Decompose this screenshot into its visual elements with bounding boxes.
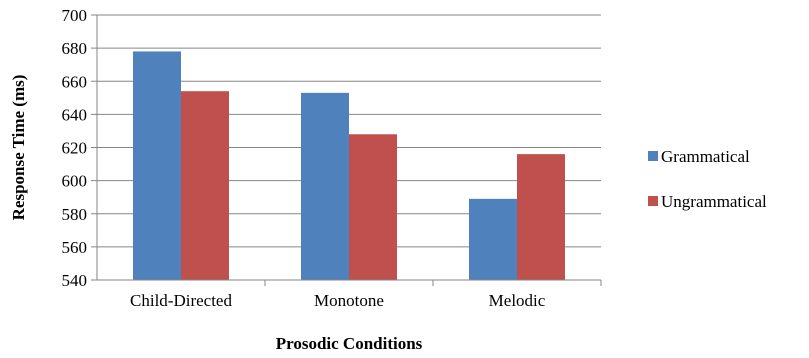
y-tick-label: 700 xyxy=(62,6,88,25)
y-tick-labels: 540 560 580 600 620 640 660 680 700 xyxy=(62,6,88,290)
y-tick-label: 560 xyxy=(62,238,88,257)
axes xyxy=(96,15,602,286)
bar-ungrammatical-monotone xyxy=(349,134,397,280)
y-tick-label: 680 xyxy=(62,39,88,58)
bar-ungrammatical-child-directed xyxy=(181,91,229,280)
y-tick-label: 600 xyxy=(62,172,88,191)
x-tick-label: Melodic xyxy=(489,291,546,310)
x-tick-label: Monotone xyxy=(314,291,384,310)
x-tick-labels: Child-Directed Monotone Melodic xyxy=(130,291,546,310)
y-tick-label: 640 xyxy=(62,105,88,124)
bars xyxy=(133,51,565,280)
bar-grammatical-monotone xyxy=(301,92,349,280)
legend-label-grammatical: Grammatical xyxy=(661,147,750,166)
y-tick-label: 580 xyxy=(62,205,88,224)
y-axis-title: Response Time (ms) xyxy=(9,75,28,221)
bar-grammatical-child-directed xyxy=(133,51,181,280)
legend-label-ungrammatical: Ungrammatical xyxy=(661,192,767,211)
y-tick-label: 620 xyxy=(62,139,88,158)
bar-grammatical-melodic xyxy=(469,198,517,280)
bar-ungrammatical-melodic xyxy=(517,154,565,280)
x-tick-label: Child-Directed xyxy=(130,291,232,310)
legend-swatch-ungrammatical xyxy=(648,196,658,206)
x-axis-title: Prosodic Conditions xyxy=(276,334,423,353)
legend: Grammatical Ungrammatical xyxy=(648,147,767,211)
y-tick-label: 660 xyxy=(62,72,88,91)
legend-swatch-grammatical xyxy=(648,151,658,161)
y-tick-label: 540 xyxy=(62,271,88,290)
